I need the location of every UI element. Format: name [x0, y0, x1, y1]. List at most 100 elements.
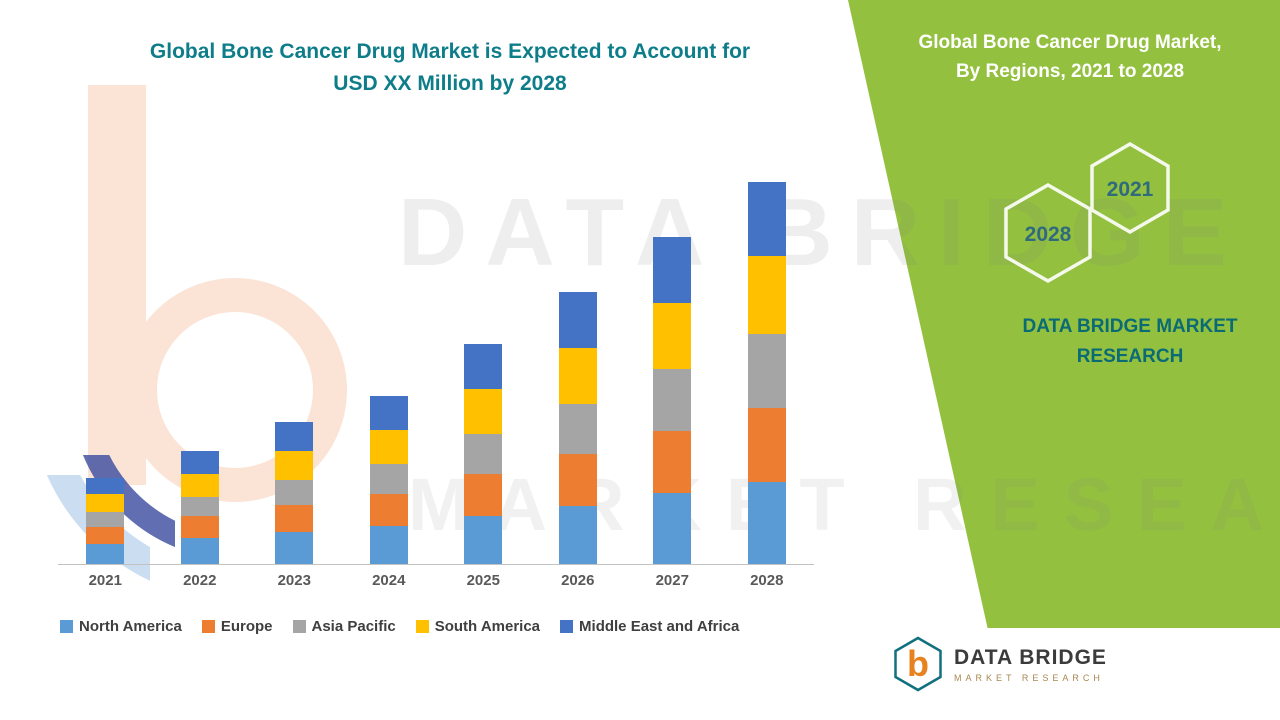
x-axis-label-2026: 2026: [561, 572, 595, 589]
side-panel-brand-line1: DATA BRIDGE MARKET: [1022, 316, 1238, 337]
bar-segment-2021-asia-pacific: [86, 512, 125, 527]
side-panel-title: Global Bone Cancer Drug Market, By Regio…: [880, 28, 1260, 87]
bar-column-2027: [625, 160, 720, 564]
bar-segment-2021-south-america: [86, 494, 125, 512]
bar-segment-2023-south-america: [275, 451, 314, 480]
side-panel-title-line2: By Regions, 2021 to 2028: [955, 61, 1185, 83]
bar-stack-2021: [86, 478, 125, 564]
bar-segment-2025-north-america: [464, 516, 503, 564]
bar-stack-2025: [464, 344, 503, 564]
bar-segment-2023-europe: [275, 505, 314, 532]
legend-item-europe: Europe: [201, 618, 273, 635]
bar-stack-2026: [558, 292, 597, 564]
side-panel-brand: DATA BRIDGE MARKET RESEARCH: [1000, 312, 1260, 373]
bar-segment-2026-asia-pacific: [558, 404, 597, 454]
year-range-hexagons: 2028 2021: [1004, 141, 1170, 284]
bar-column-2023: [247, 160, 342, 564]
bar-segment-2024-south-america: [369, 430, 408, 464]
bar-segment-2028-asia-pacific: [747, 334, 786, 408]
legend-swatch-icon: [60, 620, 73, 633]
logo-monogram: b: [907, 643, 929, 684]
side-panel-title-line1: Global Bone Cancer Drug Market,: [918, 32, 1222, 53]
legend-label: Middle East and Africa: [579, 618, 740, 635]
legend-item-south-america: South America: [415, 618, 541, 635]
bar-segment-2025-europe: [464, 474, 503, 516]
bar-column-2022: [153, 160, 248, 564]
plot-area: [58, 160, 814, 565]
x-axis-labels: 2021 2022 2023 2024 2025 2026 2027 2028: [58, 572, 814, 589]
bar-column-2021: [58, 160, 153, 564]
x-axis-label-2024: 2024: [372, 572, 406, 589]
bar-segment-2022-south-america: [180, 474, 219, 497]
bar-segment-2023-north-america: [275, 532, 314, 564]
hexagon-2028-outline: [1004, 182, 1092, 284]
bar-segment-2026-europe: [558, 454, 597, 506]
legend-label: North America: [79, 618, 182, 635]
bar-segment-2022-europe: [180, 516, 219, 538]
bar-segment-2026-south-america: [558, 348, 597, 404]
legend-label: Europe: [220, 618, 273, 635]
watermark-b-bowl: [123, 278, 347, 502]
legend-item-asia-pacific: Asia Pacific: [292, 618, 396, 635]
x-axis-label-2021: 2021: [88, 572, 122, 589]
footer-logo-texts: DATA BRIDGE MARKET RESEARCH: [954, 646, 1107, 683]
legend-swatch-icon: [292, 620, 306, 633]
x-axis-label-2025: 2025: [466, 572, 500, 589]
legend-label: Asia Pacific: [311, 618, 396, 635]
bar-segment-2027-south-america: [653, 303, 692, 369]
bar-segment-2027-middle-east-and-africa: [653, 237, 692, 303]
bar-segment-2026-middle-east-and-africa: [558, 292, 597, 348]
legend-swatch-icon: [201, 620, 215, 633]
bar-stack-2022: [180, 451, 219, 564]
bar-segment-2023-middle-east-and-africa: [275, 422, 314, 451]
bar-segment-2021-europe: [86, 527, 125, 544]
bar-stack-2024: [369, 396, 408, 564]
legend: North America Europe Asia Pacific South Ame…: [60, 618, 830, 635]
chart-title-line2: USD XX Million by 2028: [333, 71, 567, 95]
logo-band-background: [870, 628, 1280, 720]
dbmr-logo-watermark: [46, 85, 347, 581]
bar-segment-2021-middle-east-and-africa: [86, 478, 125, 494]
legend-swatch-icon: [415, 620, 429, 633]
x-axis-label-2022: 2022: [183, 572, 217, 589]
bar-segment-2028-north-america: [747, 482, 786, 564]
bar-segment-2023-asia-pacific: [275, 480, 314, 505]
bar-column-2028: [720, 160, 815, 564]
footer-logo: b DATA BRIDGE MARKET RESEARCH: [892, 636, 1107, 692]
bar-segment-2028-middle-east-and-africa: [747, 182, 786, 256]
text-watermark-line2: MARKET RESEARCH: [408, 463, 1280, 546]
bar-segment-2025-south-america: [464, 389, 503, 434]
bar-stack-2023: [275, 422, 314, 564]
bar-segment-2025-middle-east-and-africa: [464, 344, 503, 389]
x-axis-label-2023: 2023: [277, 572, 311, 589]
x-axis-label-2028: 2028: [750, 572, 784, 589]
footer-logo-brand: DATA BRIDGE: [954, 645, 1107, 669]
chart-title: Global Bone Cancer Drug Market is Expect…: [20, 36, 880, 99]
bar-segment-2022-asia-pacific: [180, 497, 219, 516]
x-axis-label-2027: 2027: [655, 572, 689, 589]
bar-stack-2027: [653, 237, 692, 564]
bar-segment-2028-europe: [747, 408, 786, 482]
legend-item-middle-east-and-africa: Middle East and Africa: [560, 618, 739, 635]
bar-column-2025: [436, 160, 531, 564]
bar-segment-2028-south-america: [747, 256, 786, 334]
logo-hexagon-outline: [894, 636, 942, 692]
hexagon-2028-label: 2028: [1025, 223, 1072, 246]
bar-segment-2024-north-america: [369, 526, 408, 564]
legend-label: South America: [434, 618, 541, 635]
bar-stack-2028: [747, 182, 786, 564]
dbmr-hexagon-logo-icon: b: [894, 636, 942, 692]
legend-item-north-america: North America: [60, 618, 182, 635]
bar-column-2024: [342, 160, 437, 564]
legend-swatch-icon: [560, 620, 574, 633]
bar-segment-2022-north-america: [180, 538, 219, 564]
hexagon-2021-label: 2021: [1107, 178, 1154, 201]
bar-segment-2025-asia-pacific: [464, 434, 503, 474]
hexagon-2021-outline: [1090, 141, 1170, 235]
bar-column-2026: [531, 160, 626, 564]
bar-segment-2027-north-america: [653, 493, 692, 564]
chart-title-line1: Global Bone Cancer Drug Market is Expect…: [149, 40, 751, 63]
bar-segment-2024-asia-pacific: [369, 464, 408, 494]
bar-segment-2027-asia-pacific: [653, 369, 692, 431]
